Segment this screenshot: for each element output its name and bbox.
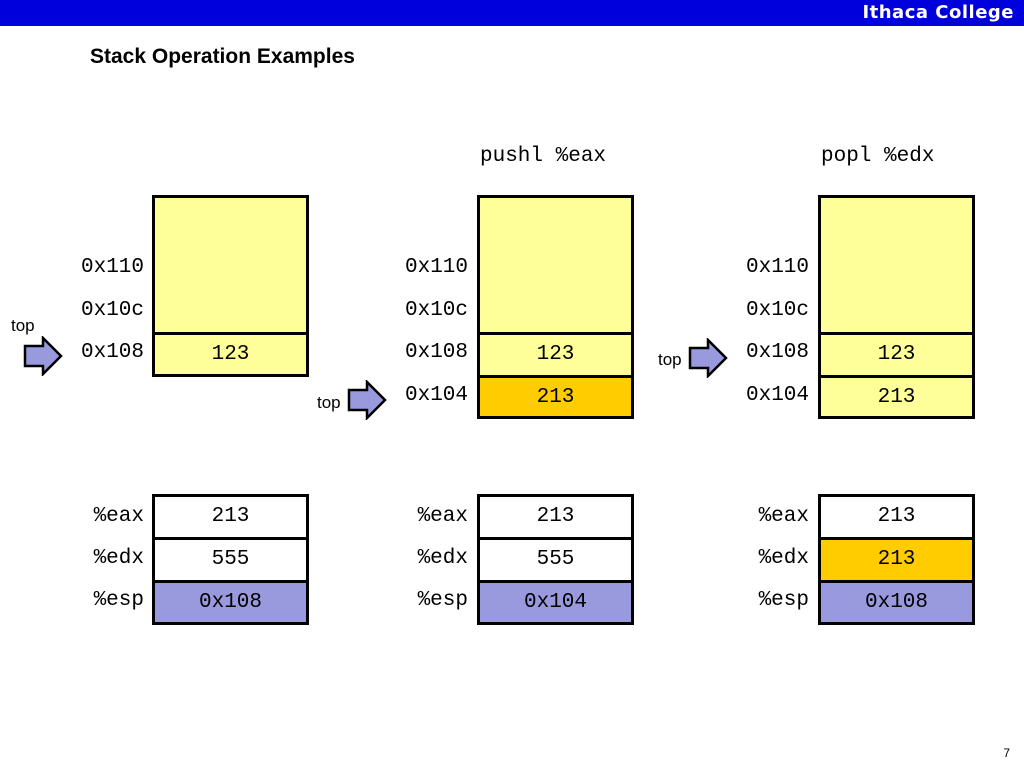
register-name: %esp bbox=[93, 589, 144, 612]
register-eax-value: 213 bbox=[211, 505, 250, 528]
register-name: %eax bbox=[758, 505, 809, 528]
register-esp-value: 0x108 bbox=[155, 580, 306, 622]
address-label: 0x10c bbox=[80, 299, 144, 322]
header-bar: Ithaca College bbox=[0, 0, 1024, 26]
address-label: 0x10c bbox=[404, 299, 468, 322]
page-number: 7 bbox=[1003, 746, 1010, 760]
stack-cell-0x108: 123 bbox=[818, 332, 975, 376]
register-eax-value: 213 bbox=[877, 505, 916, 528]
instruction-label: popl %edx bbox=[821, 145, 935, 168]
stack-cell-0x108: 123 bbox=[477, 332, 634, 376]
stack-memory-box bbox=[152, 195, 309, 377]
address-label: 0x108 bbox=[80, 341, 144, 364]
register-eax-value: 213 bbox=[536, 505, 575, 528]
stack-memory-box bbox=[818, 195, 975, 419]
register-edx-value: 213 bbox=[821, 537, 972, 580]
address-label: 0x108 bbox=[745, 341, 809, 364]
register-name: %esp bbox=[758, 589, 809, 612]
register-name: %edx bbox=[417, 547, 468, 570]
register-esp-value: 0x104 bbox=[480, 580, 631, 622]
address-label: 0x10c bbox=[745, 299, 809, 322]
register-name: %esp bbox=[417, 589, 468, 612]
top-pointer-arrow-icon bbox=[347, 380, 387, 420]
stack-cell-0x108: 123 bbox=[152, 332, 309, 377]
register-name: %edx bbox=[758, 547, 809, 570]
stack-cell-0x104: 213 bbox=[480, 375, 631, 416]
register-name: %eax bbox=[417, 505, 468, 528]
address-label: 0x108 bbox=[404, 341, 468, 364]
address-label: 0x104 bbox=[404, 384, 468, 407]
register-name: %eax bbox=[93, 505, 144, 528]
top-pointer-arrow-icon bbox=[688, 338, 728, 378]
address-label: 0x110 bbox=[80, 256, 144, 279]
top-pointer-label: top bbox=[317, 393, 341, 412]
brand-logo-text: Ithaca College bbox=[862, 2, 1014, 23]
top-pointer-label: top bbox=[658, 350, 682, 369]
instruction-label: pushl %eax bbox=[480, 145, 607, 168]
top-pointer-arrow-icon bbox=[23, 336, 63, 376]
stack-cell-0x104: 213 bbox=[818, 375, 975, 419]
address-label: 0x110 bbox=[745, 256, 809, 279]
register-edx-value: 555 bbox=[152, 537, 309, 580]
register-esp-value: 0x108 bbox=[821, 580, 972, 622]
slide-title: Stack Operation Examples bbox=[90, 45, 355, 68]
address-label: 0x104 bbox=[745, 384, 809, 407]
register-name: %edx bbox=[93, 547, 144, 570]
register-edx-value: 555 bbox=[477, 537, 634, 580]
top-pointer-label: top bbox=[11, 316, 35, 335]
address-label: 0x110 bbox=[404, 256, 468, 279]
